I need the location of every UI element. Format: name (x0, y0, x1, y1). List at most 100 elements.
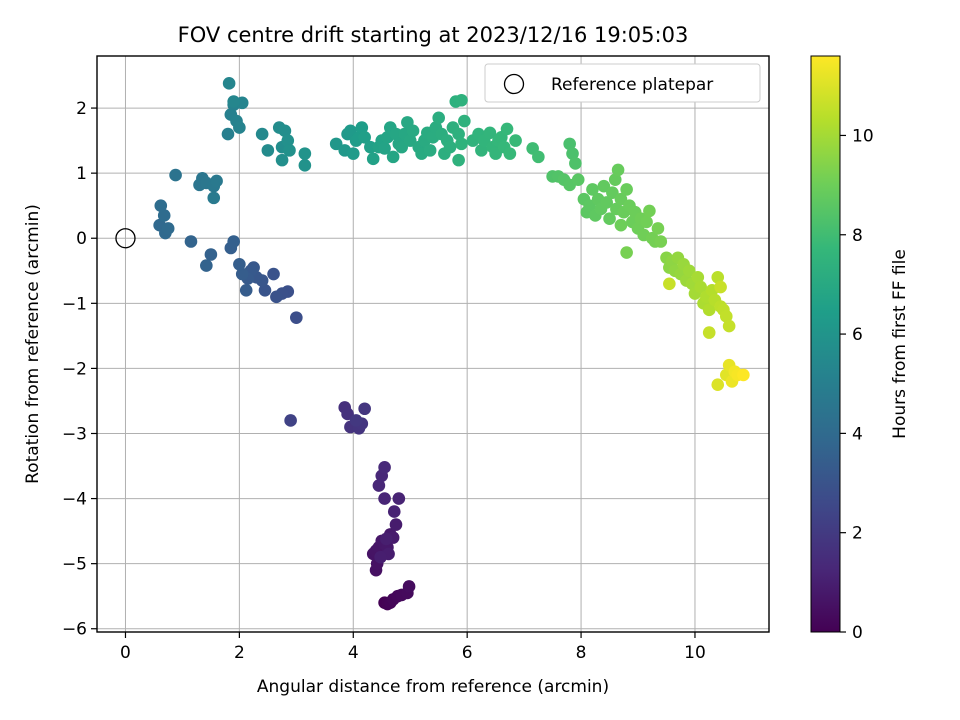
data-point (694, 280, 707, 294)
data-point (389, 518, 403, 531)
data-point (154, 199, 168, 212)
x-tick-label: 6 (462, 643, 473, 663)
data-points (115, 77, 750, 611)
data-point (603, 212, 616, 226)
data-point (358, 131, 371, 144)
colorbar-tick-label: 2 (852, 524, 863, 544)
data-point (614, 218, 628, 232)
data-point (298, 159, 312, 172)
y-tick-label: −5 (62, 555, 87, 575)
data-point (395, 140, 408, 154)
data-point (161, 222, 175, 235)
data-point (614, 192, 628, 206)
data-point (374, 550, 387, 564)
data-point (341, 407, 354, 421)
data-point (566, 147, 579, 160)
data-point (452, 127, 465, 141)
data-point (239, 284, 253, 297)
data-point (204, 248, 218, 261)
y-axis-label: Rotation from reference (arcmin) (23, 204, 43, 484)
data-point (227, 235, 240, 248)
data-point (432, 111, 445, 125)
data-point (586, 183, 599, 196)
data-point (221, 127, 235, 141)
legend: Reference platepar (484, 63, 761, 103)
data-point (261, 144, 275, 157)
data-point (349, 414, 363, 427)
data-point (210, 174, 223, 188)
data-point (298, 147, 312, 160)
data-point (184, 235, 198, 248)
data-point (583, 199, 596, 212)
data-point (267, 267, 280, 281)
x-tick-label: 4 (348, 643, 359, 663)
data-point (702, 326, 716, 339)
colorbar-tick-label: 8 (852, 226, 863, 246)
legend-marker-reference (503, 73, 525, 95)
colorbar-tick-label: 10 (852, 126, 874, 146)
x-axis-ticks: 0 2 4 6 8 10 (120, 632, 706, 663)
data-point (378, 461, 391, 474)
data-point (258, 284, 272, 297)
y-tick-label: −3 (62, 424, 87, 444)
data-point (378, 142, 391, 155)
x-tick-label: 8 (576, 643, 587, 663)
data-point (200, 259, 213, 272)
data-point (597, 179, 611, 193)
data-point (355, 121, 369, 134)
data-point (222, 77, 236, 90)
data-point (483, 126, 497, 140)
x-axis-label: Angular distance from reference (arcmin) (257, 677, 609, 697)
data-point (169, 168, 182, 182)
data-point (475, 144, 488, 157)
data-point (455, 93, 468, 107)
data-point (207, 191, 221, 205)
data-point (278, 124, 292, 138)
data-point (654, 235, 668, 248)
data-point (711, 270, 725, 284)
data-point (403, 134, 417, 147)
data-point (569, 157, 582, 170)
data-point (640, 215, 653, 229)
data-point (227, 95, 240, 108)
data-point (682, 264, 696, 278)
colorbar-label: Hours from first FF file (890, 249, 910, 439)
colorbar-ticks: 0 2 4 6 8 10 (840, 126, 874, 643)
data-point (233, 121, 246, 134)
data-point (281, 134, 295, 147)
data-point (606, 186, 619, 199)
y-tick-label: −1 (62, 294, 87, 314)
data-point (402, 580, 416, 593)
y-tick-label: 2 (76, 99, 87, 119)
reference-point-marker (115, 228, 136, 249)
data-point (392, 492, 406, 505)
data-point (608, 173, 622, 186)
data-point (233, 257, 246, 271)
data-point (406, 124, 420, 138)
legend-box (484, 63, 761, 103)
legend-label-reference: Reference platepar (551, 75, 713, 95)
data-point (443, 140, 457, 154)
data-point (235, 267, 249, 281)
data-point (346, 147, 360, 160)
data-point (452, 153, 465, 167)
data-point (489, 147, 502, 160)
data-point (372, 479, 386, 492)
data-point (714, 280, 727, 294)
y-tick-label: −6 (62, 620, 87, 640)
data-point (255, 127, 269, 141)
data-point (620, 246, 633, 259)
y-tick-label: −4 (62, 490, 87, 510)
colorbar-tick-label: 0 (852, 623, 863, 643)
data-point (651, 222, 665, 235)
data-point (380, 532, 393, 546)
data-point (329, 137, 343, 151)
colorbar-tick-label: 4 (852, 424, 863, 444)
data-point (290, 311, 303, 324)
data-point (366, 152, 380, 166)
x-tick-label: 2 (234, 643, 245, 663)
data-point (643, 204, 656, 218)
y-axis-ticks: −6 −5 −4 −3 −2 −1 0 1 2 (62, 99, 97, 640)
data-point (284, 414, 297, 427)
